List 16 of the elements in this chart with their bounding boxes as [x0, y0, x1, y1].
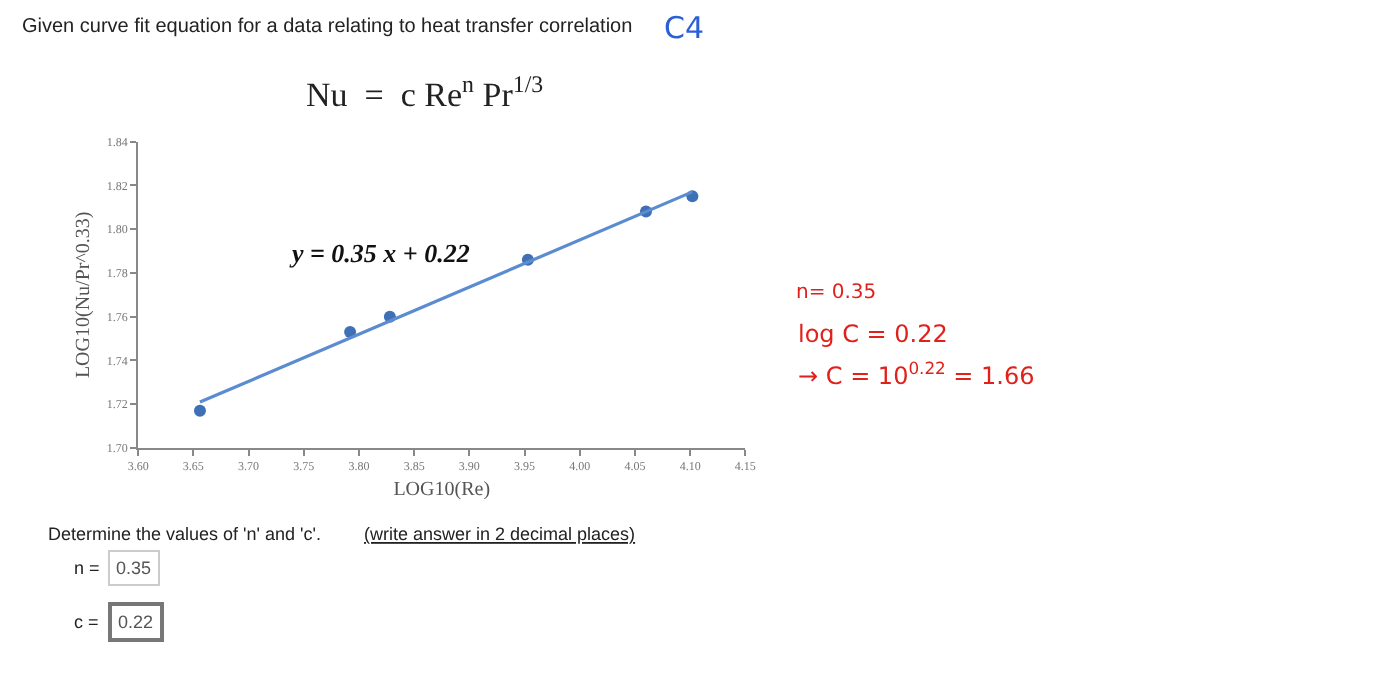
y-axis-title: LOG10(Nu/Pr^0.33) — [72, 211, 95, 379]
text: C4 — [664, 10, 705, 46]
text: Determine the values of 'n' and 'c'. — [48, 524, 321, 544]
text: log C = 0.22 — [798, 320, 948, 348]
text: n= 0.35 — [796, 282, 877, 304]
point — [193, 404, 206, 417]
text: → C = 10$^{0.22}$ = 1.66 — [798, 358, 1035, 391]
x-axis-title: LOG10(Re) — [393, 479, 491, 502]
text: n = — [74, 558, 100, 578]
annotation: y = 0.35 x + 0.22 — [288, 238, 471, 268]
text: 0.35 — [116, 558, 152, 578]
text: c = — [74, 612, 99, 632]
text: (write answer in 2 decimal places) — [364, 524, 636, 544]
chart-subtitle: Nu = c Re$^{n}$ Pr$^{1/3}$ — [306, 70, 544, 115]
text: 0.22 — [118, 612, 154, 632]
chart-title: Given curve fit equation for a data relating to heat transfer correlation — [22, 16, 633, 38]
